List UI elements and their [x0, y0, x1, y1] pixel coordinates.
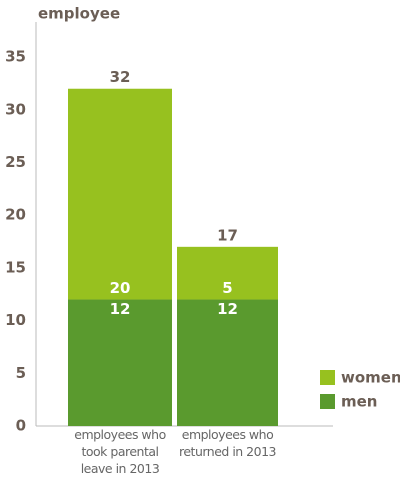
y-tick-label: 15	[5, 258, 26, 276]
value-label: 5	[222, 279, 232, 297]
bar-segment	[68, 88, 172, 300]
value-label: 12	[217, 300, 238, 318]
legend-label: men	[341, 393, 377, 411]
y-tick-label: 20	[5, 206, 26, 224]
total-label: 17	[217, 226, 238, 244]
legend-label: women	[341, 369, 400, 387]
y-tick-label: 25	[5, 153, 26, 171]
bar-segment	[68, 299, 172, 426]
y-tick-label: 35	[5, 48, 26, 66]
x-tick-label: employees who took parental leave in 201…	[74, 427, 166, 476]
value-label: 20	[110, 279, 131, 297]
y-tick-label: 30	[5, 100, 26, 118]
bar-segment	[177, 299, 278, 426]
y-tick-label: 0	[16, 417, 26, 435]
y-axis-label: employee	[38, 5, 120, 23]
legend-swatch	[320, 394, 335, 409]
bar-segment	[177, 246, 278, 300]
legend-swatch	[320, 370, 335, 385]
total-label: 32	[110, 68, 131, 86]
y-tick-label: 10	[5, 311, 26, 329]
value-label: 12	[110, 300, 131, 318]
y-tick-label: 5	[16, 364, 26, 382]
x-tick-label: employees who returned in 2013	[179, 427, 277, 459]
